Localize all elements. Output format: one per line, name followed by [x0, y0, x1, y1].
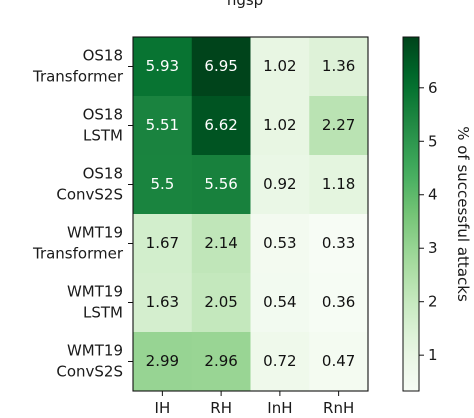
row-label-model: LSTM — [83, 127, 123, 145]
row-label-model: ConvS2S — [56, 363, 123, 381]
heatmap-cell — [309, 273, 369, 333]
heatmap-cell — [309, 37, 369, 97]
heatmap-cell-value: 1.36 — [322, 57, 355, 75]
heatmap-cell — [250, 273, 310, 333]
heatmap-cell-value: 1.18 — [322, 175, 355, 193]
colorbar-tick-label: 2 — [428, 293, 438, 311]
heatmap-cell — [250, 37, 310, 97]
heatmap-cell-value: 1.67 — [146, 234, 179, 252]
heatmap-cell — [133, 37, 193, 97]
heatmap-cell — [133, 214, 193, 274]
heatmap-cell-value: 2.27 — [322, 116, 355, 134]
heatmap-cell-value: 5.56 — [204, 175, 237, 193]
column-label: InH — [267, 399, 292, 417]
heatmap-cell — [250, 332, 310, 392]
row-label-dataset: WMT19 — [67, 283, 123, 301]
heatmap-cell — [250, 96, 310, 156]
colorbar — [402, 36, 420, 392]
row-label-dataset: OS18 — [83, 47, 123, 65]
heatmap-cell-value: 2.05 — [204, 293, 237, 311]
heatmap-cell-value: 0.92 — [263, 175, 296, 193]
heatmap-cell — [191, 273, 251, 333]
heatmap-cell-value: 1.02 — [263, 57, 296, 75]
row-label-model: Transformer — [32, 68, 124, 86]
heatmap-cell — [133, 96, 193, 156]
row-label-model: Transformer — [32, 245, 124, 263]
heatmap-grid: 5.93 6.95 1.02 1.36 5.51 6.62 1.02 2.27 5.5 5.56 0… — [132, 36, 369, 392]
heatmap-cell-value: 1.02 — [263, 116, 296, 134]
heatmap-cell-value: 5.93 — [146, 57, 179, 75]
column-labels: IH RH InH RnH — [155, 391, 354, 417]
heatmap-cell — [133, 155, 193, 215]
row-label-model: ConvS2S — [56, 186, 123, 204]
heatmap-cell — [309, 214, 369, 274]
row-label-dataset: OS18 — [83, 165, 123, 183]
heatmap-cell-value: 1.63 — [146, 293, 179, 311]
row-label-dataset: OS18 — [83, 106, 123, 124]
heatmap-cell-value: 2.14 — [204, 234, 237, 252]
clipped-top-text: ngsp — [227, 0, 263, 9]
heatmap-cell — [309, 332, 369, 392]
heatmap-cell — [133, 273, 193, 333]
row-labels: OS18 Transformer OS18 LSTM OS18 ConvS2S WMT19 T… — [32, 47, 133, 381]
heatmap-cell-value: 0.33 — [322, 234, 355, 252]
heatmap-cell-value: 2.99 — [146, 352, 179, 370]
row-label-dataset: WMT19 — [67, 342, 123, 360]
row-label-dataset: WMT19 — [67, 224, 123, 242]
colorbar-tick-label: 4 — [428, 186, 438, 204]
heatmap-cell — [191, 214, 251, 274]
heatmap-cell-value: 5.5 — [150, 175, 174, 193]
colorbar-tick-label: 3 — [428, 239, 438, 257]
colorbar-ticks: 1 2 3 4 5 6 — [419, 79, 438, 364]
heatmap-cell — [191, 332, 251, 392]
heatmap-cell — [191, 155, 251, 215]
heatmap-border — [132, 36, 369, 392]
colorbar-gradient — [402, 36, 420, 392]
row-label-model: LSTM — [83, 304, 123, 322]
heatmap-cell-value: 0.36 — [322, 293, 355, 311]
colorbar-tick-label: 1 — [428, 346, 438, 364]
column-label: RH — [210, 399, 232, 417]
heatmap-cell — [250, 155, 310, 215]
heatmap-cell — [133, 332, 193, 392]
heatmap-cell-value: 0.72 — [263, 352, 296, 370]
heatmap-cell-value: 0.53 — [263, 234, 296, 252]
column-label: RnH — [323, 399, 354, 417]
heatmap-cell-value: 6.62 — [204, 116, 237, 134]
heatmap-cell-value: 5.51 — [146, 116, 179, 134]
heatmap-cell — [191, 37, 251, 97]
colorbar-label: % of successful attacks — [454, 126, 472, 302]
colorbar-tick-label: 6 — [428, 79, 438, 97]
heatmap-cell-value: 0.47 — [322, 352, 355, 370]
heatmap-cell-value: 0.54 — [263, 293, 296, 311]
heatmap-cell-value: 2.96 — [204, 352, 237, 370]
heatmap-cell — [191, 96, 251, 156]
colorbar-tick-label: 5 — [428, 132, 438, 150]
heatmap-cell-value: 6.95 — [204, 57, 237, 75]
heatmap-cell — [309, 96, 369, 156]
heatmap-cell — [309, 155, 369, 215]
column-label: IH — [155, 399, 171, 417]
heatmap-cell — [250, 214, 310, 274]
